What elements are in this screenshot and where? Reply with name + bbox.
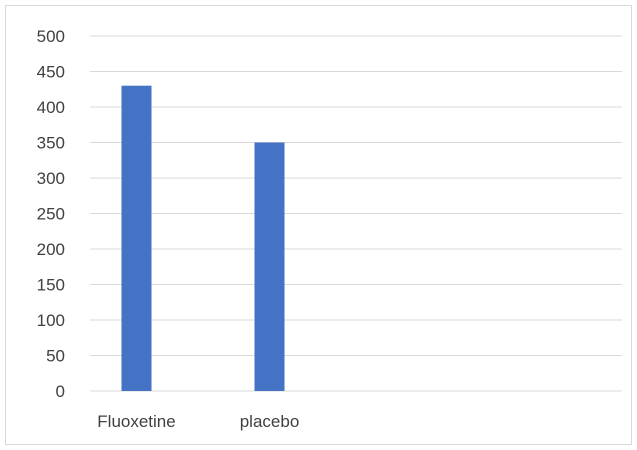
y-tick-label: 300 (37, 169, 65, 188)
y-tick-label: 200 (37, 240, 65, 259)
x-category-label: Fluoxetine (97, 412, 175, 431)
y-tick-label: 350 (37, 134, 65, 153)
y-axis-ticks: 0 50 100 150 200 250 300 350 400 450 500 (37, 27, 65, 401)
y-tick-label: 400 (37, 98, 65, 117)
gridlines (90, 35, 622, 392)
bars (121, 85, 285, 391)
y-tick-label: 50 (46, 347, 65, 366)
y-tick-label: 100 (37, 311, 65, 330)
y-tick-label: 500 (37, 27, 65, 46)
bar-placebo (254, 142, 285, 391)
y-tick-label: 250 (37, 205, 65, 224)
y-tick-label: 0 (56, 382, 65, 401)
x-category-label: placebo (240, 412, 300, 431)
chart-frame (5, 5, 632, 445)
y-tick-label: 450 (37, 63, 65, 82)
y-tick-label: 150 (37, 276, 65, 295)
x-axis-categories: Fluoxetine placebo (97, 412, 299, 431)
bar-fluoxetine (121, 85, 152, 391)
